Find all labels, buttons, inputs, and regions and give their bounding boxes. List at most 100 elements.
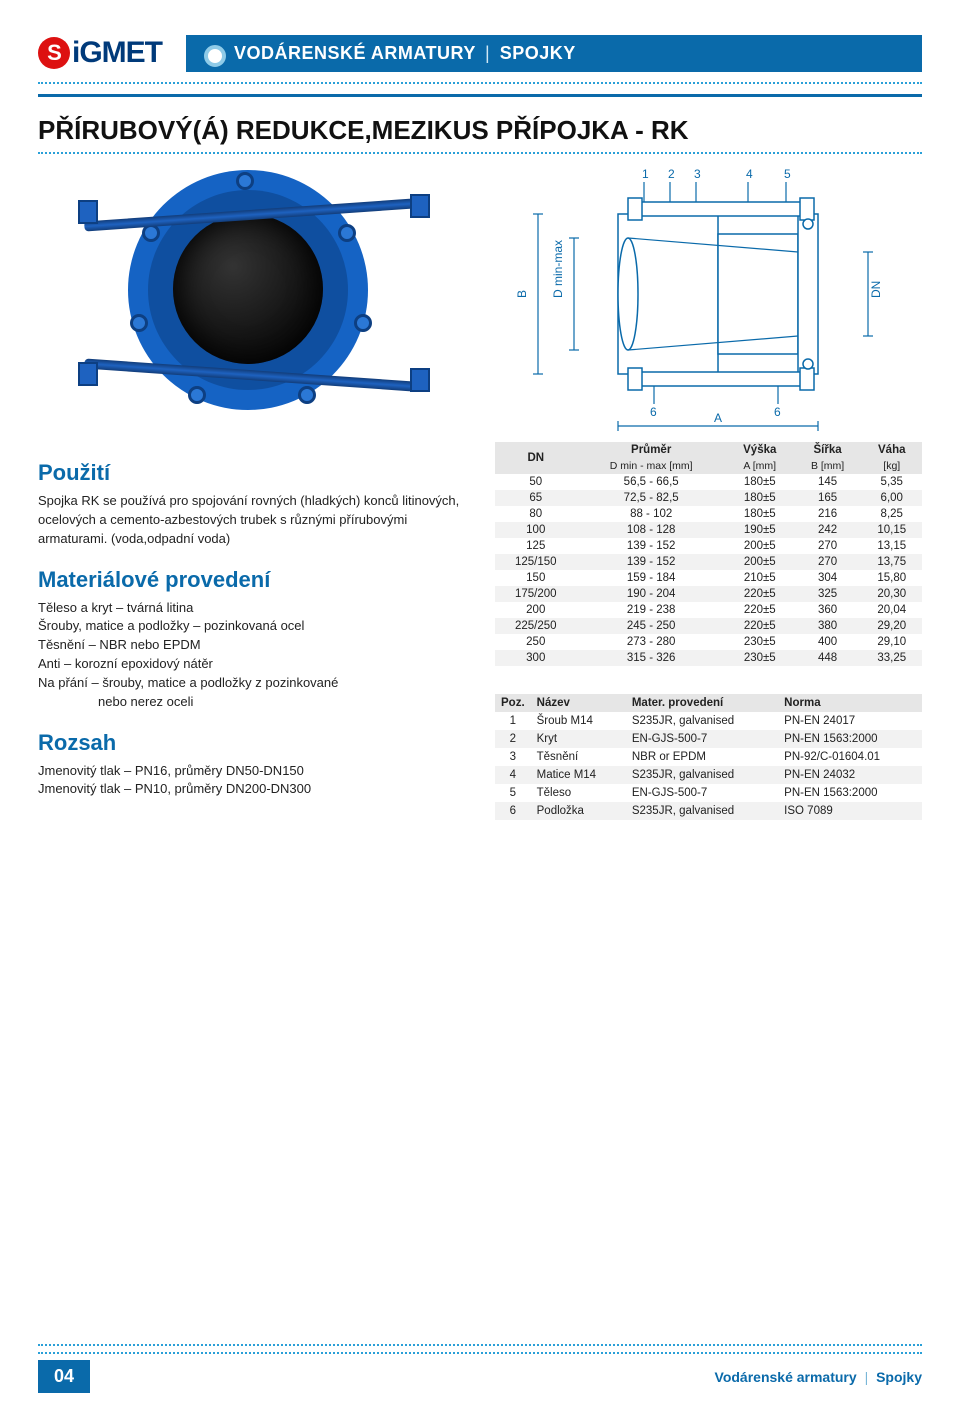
table-row: 250273 - 280230±540029,10	[495, 634, 922, 650]
callout-6b: 6	[774, 405, 781, 419]
table-cell: 13,15	[862, 538, 923, 554]
table-row: 150159 - 184210±530415,80	[495, 570, 922, 586]
table-cell: 100	[495, 522, 577, 538]
table-row: 175/200190 - 204220±532520,30	[495, 586, 922, 602]
table-cell: EN-GJS-500-7	[626, 730, 778, 748]
page-number: 04	[38, 1360, 90, 1393]
table-cell: 72,5 - 82,5	[577, 490, 726, 506]
dotted-divider	[38, 82, 922, 84]
th-a: A [mm]	[726, 458, 794, 474]
th-nazev: Název	[531, 694, 626, 712]
callout-3: 3	[694, 167, 701, 181]
table-cell: 5	[495, 784, 531, 802]
table-row: 200219 - 238220±536020,04	[495, 602, 922, 618]
table-row: 125/150139 - 152200±527013,75	[495, 554, 922, 570]
table-row: 100108 - 128190±524210,15	[495, 522, 922, 538]
range-list: Jmenovitý tlak – PN16, průměry DN50-DN15…	[38, 762, 465, 800]
table-cell: 3	[495, 748, 531, 766]
range-heading: Rozsah	[38, 730, 465, 756]
table-row: 5056,5 - 66,5180±51455,35	[495, 474, 922, 490]
range-line: Jmenovitý tlak – PN16, průměry DN50-DN15…	[38, 762, 465, 781]
title-underline	[38, 152, 922, 154]
table-cell: 139 - 152	[577, 554, 726, 570]
table-cell: 20,30	[862, 586, 923, 602]
table-cell: Kryt	[531, 730, 626, 748]
material-list: Těleso a kryt – tvárná litina Šrouby, ma…	[38, 599, 465, 712]
table-cell: 270	[794, 538, 862, 554]
table-cell: 210±5	[726, 570, 794, 586]
material-line: Těleso a kryt – tvárná litina	[38, 599, 465, 618]
right-column: DN Průměr Výška Šířka Váha D min - max […	[495, 442, 922, 820]
material-heading: Materiálové provedení	[38, 567, 465, 593]
dimensions-table: DN Průměr Výška Šířka Váha D min - max […	[495, 442, 922, 666]
table-row: 225/250245 - 250220±538029,20	[495, 618, 922, 634]
dim-b: B	[515, 290, 529, 298]
material-line: Na přání – šrouby, matice a podložky z p…	[38, 674, 465, 693]
th-dn: DN	[495, 442, 577, 474]
header-banner: VODÁRENSKÉ ARMATURY | SPOJKY	[186, 35, 922, 72]
table-cell: 190±5	[726, 522, 794, 538]
table-cell: 380	[794, 618, 862, 634]
table-cell: 250	[495, 634, 577, 650]
table-cell: Šroub M14	[531, 712, 626, 730]
th-norma: Norma	[778, 694, 922, 712]
parts-table: Poz. Název Mater. provedení Norma 1Šroub…	[495, 694, 922, 820]
logo-mark: S	[38, 37, 70, 69]
table-cell: 139 - 152	[577, 538, 726, 554]
table-cell: 245 - 250	[577, 618, 726, 634]
table-cell: 220±5	[726, 586, 794, 602]
table-cell: 300	[495, 650, 577, 666]
th-prumer: Průměr	[577, 442, 726, 458]
usage-text: Spojka RK se používá pro spojování rovný…	[38, 492, 465, 549]
table-cell: EN-GJS-500-7	[626, 784, 778, 802]
table-cell: 360	[794, 602, 862, 618]
footer-category: Vodárenské armatury	[715, 1369, 857, 1385]
table-cell: 200±5	[726, 538, 794, 554]
table-row: 3TěsněníNBR or EPDMPN-92/C-01604.01	[495, 748, 922, 766]
table-cell: 165	[794, 490, 862, 506]
th-d: D min - max [mm]	[577, 458, 726, 474]
table-cell: 125	[495, 538, 577, 554]
table-cell: 242	[794, 522, 862, 538]
table-cell: 6	[495, 802, 531, 820]
th-kg: [kg]	[862, 458, 923, 474]
table-cell: 180±5	[726, 506, 794, 522]
table-cell: PN-EN 1563:2000	[778, 784, 922, 802]
table-cell: 80	[495, 506, 577, 522]
table-cell: 230±5	[726, 634, 794, 650]
table-cell: 400	[794, 634, 862, 650]
table-cell: PN-EN 24017	[778, 712, 922, 730]
table-cell: 8,25	[862, 506, 923, 522]
technical-diagram: 1 2 3 4 5	[478, 164, 908, 434]
table-cell: 5,35	[862, 474, 923, 490]
table-cell: 29,20	[862, 618, 923, 634]
table-cell: Podložka	[531, 802, 626, 820]
table-cell: 13,75	[862, 554, 923, 570]
table-cell: 219 - 238	[577, 602, 726, 618]
dim-a: A	[714, 411, 722, 425]
table-cell: 270	[794, 554, 862, 570]
table-cell: Těsnění	[531, 748, 626, 766]
table-cell: 88 - 102	[577, 506, 726, 522]
material-line-indent: nebo nerez oceli	[38, 693, 465, 712]
table-cell: S235JR, galvanised	[626, 802, 778, 820]
product-image	[38, 164, 458, 414]
table-cell: ISO 7089	[778, 802, 922, 820]
table-cell: 125/150	[495, 554, 577, 570]
footer-subcategory: Spojky	[876, 1369, 922, 1385]
table-cell: 6,00	[862, 490, 923, 506]
table-row: 300315 - 326230±544833,25	[495, 650, 922, 666]
table-cell: 50	[495, 474, 577, 490]
solid-divider	[38, 94, 922, 97]
table-cell: NBR or EPDM	[626, 748, 778, 766]
th-b: B [mm]	[794, 458, 862, 474]
logo: S iGMET	[38, 36, 162, 70]
table-cell: 325	[794, 586, 862, 602]
table-cell: 200±5	[726, 554, 794, 570]
table-cell: 190 - 204	[577, 586, 726, 602]
table-row: 6PodložkaS235JR, galvanisedISO 7089	[495, 802, 922, 820]
logo-text: iGMET	[72, 36, 162, 70]
table-cell: 180±5	[726, 474, 794, 490]
material-line: Anti – korozní epoxidový nátěr	[38, 655, 465, 674]
material-line: Těsnění – NBR nebo EPDM	[38, 636, 465, 655]
